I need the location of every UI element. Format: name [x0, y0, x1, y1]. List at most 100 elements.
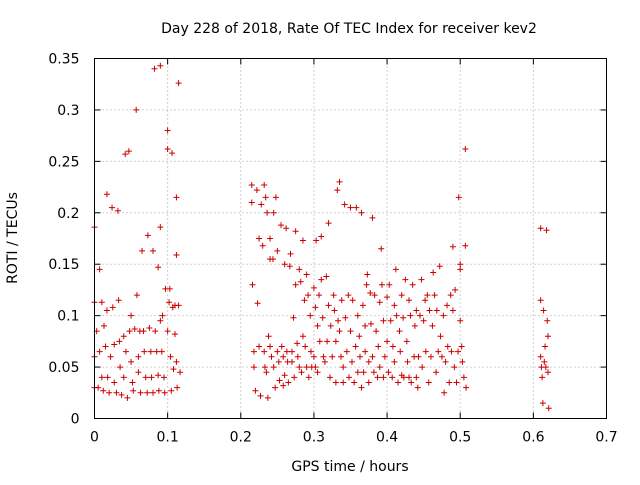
data-point: [250, 348, 257, 355]
data-point: [408, 379, 415, 386]
y-tick-label: 0.35: [48, 52, 79, 68]
data-point: [329, 353, 336, 360]
data-point: [384, 294, 391, 301]
data-point: [263, 369, 270, 376]
data-point: [342, 314, 349, 321]
data-point: [294, 353, 301, 360]
data-point: [129, 379, 136, 386]
data-point: [291, 374, 298, 381]
data-point: [305, 292, 312, 299]
data-point: [312, 304, 319, 311]
y-tick-label: 0.05: [48, 360, 79, 376]
data-point: [100, 387, 107, 394]
data-point: [369, 353, 376, 360]
data-point: [299, 333, 306, 340]
data-point: [396, 328, 403, 335]
data-point: [354, 312, 361, 319]
data-point: [307, 312, 314, 319]
data-point: [537, 225, 544, 232]
data-point: [249, 281, 256, 288]
data-point: [422, 297, 429, 304]
data-point: [174, 384, 181, 391]
data-point: [437, 333, 444, 340]
data-point: [433, 307, 440, 314]
data-point: [118, 391, 125, 398]
data-point: [391, 302, 398, 309]
data-point: [292, 228, 299, 235]
data-point: [254, 300, 261, 307]
data-point: [269, 256, 276, 263]
data-point: [95, 384, 102, 391]
data-point: [362, 322, 369, 329]
data-point: [451, 364, 458, 371]
data-point: [376, 364, 383, 371]
data-point: [330, 292, 337, 299]
data-point: [301, 297, 308, 304]
data-point: [381, 353, 388, 360]
data-point: [166, 299, 173, 306]
data-point: [111, 341, 118, 348]
data-point: [310, 353, 317, 360]
data-point: [452, 286, 459, 293]
data-point: [298, 369, 305, 376]
chart-title: Day 228 of 2018, Rate Of TEC Index for r…: [161, 21, 537, 37]
data-point: [261, 348, 268, 355]
data-point: [103, 307, 110, 314]
y-tick-label: 0.3: [57, 103, 79, 119]
data-point: [272, 384, 279, 391]
data-point: [280, 353, 287, 360]
x-tick-label: 0: [90, 430, 99, 446]
data-point: [164, 127, 171, 134]
data-point: [250, 364, 257, 371]
data-point: [274, 348, 281, 355]
data-point: [169, 150, 176, 157]
data-point: [267, 235, 274, 242]
data-point: [135, 369, 142, 376]
data-point: [103, 191, 110, 198]
data-point: [268, 353, 275, 360]
data-point: [340, 364, 347, 371]
x-tick-label: 0.4: [376, 430, 398, 446]
data-point: [253, 187, 260, 194]
data-point: [157, 62, 164, 69]
data-point: [332, 338, 339, 345]
data-point: [406, 374, 413, 381]
data-point: [453, 379, 460, 386]
data-point: [109, 204, 116, 211]
data-point: [114, 207, 121, 214]
data-point: [348, 358, 355, 365]
data-point: [153, 348, 160, 355]
data-point: [318, 233, 325, 240]
data-point: [310, 284, 317, 291]
x-tick-label: 0.6: [522, 430, 544, 446]
data-point: [393, 312, 400, 319]
data-point: [297, 278, 304, 285]
data-point: [261, 182, 268, 189]
data-point: [294, 340, 301, 347]
data-point: [248, 199, 255, 206]
data-point: [385, 369, 392, 376]
data-point: [426, 307, 433, 314]
data-point: [416, 312, 423, 319]
data-point: [173, 358, 180, 365]
data-point: [539, 374, 546, 381]
data-point: [341, 201, 348, 208]
x-tick-label: 0.2: [230, 430, 252, 446]
data-point: [435, 348, 442, 355]
data-point: [455, 348, 462, 355]
data-point: [413, 374, 420, 381]
data-point: [537, 353, 544, 360]
data-point: [540, 307, 547, 314]
data-point: [141, 348, 148, 355]
data-point: [440, 312, 447, 319]
data-point: [155, 387, 162, 394]
data-point: [314, 369, 321, 376]
data-point: [398, 292, 405, 299]
data-point: [276, 377, 283, 384]
data-point: [280, 382, 287, 389]
data-point: [113, 389, 120, 396]
data-point: [376, 299, 383, 306]
data-point: [541, 358, 548, 365]
data-point: [257, 392, 264, 399]
